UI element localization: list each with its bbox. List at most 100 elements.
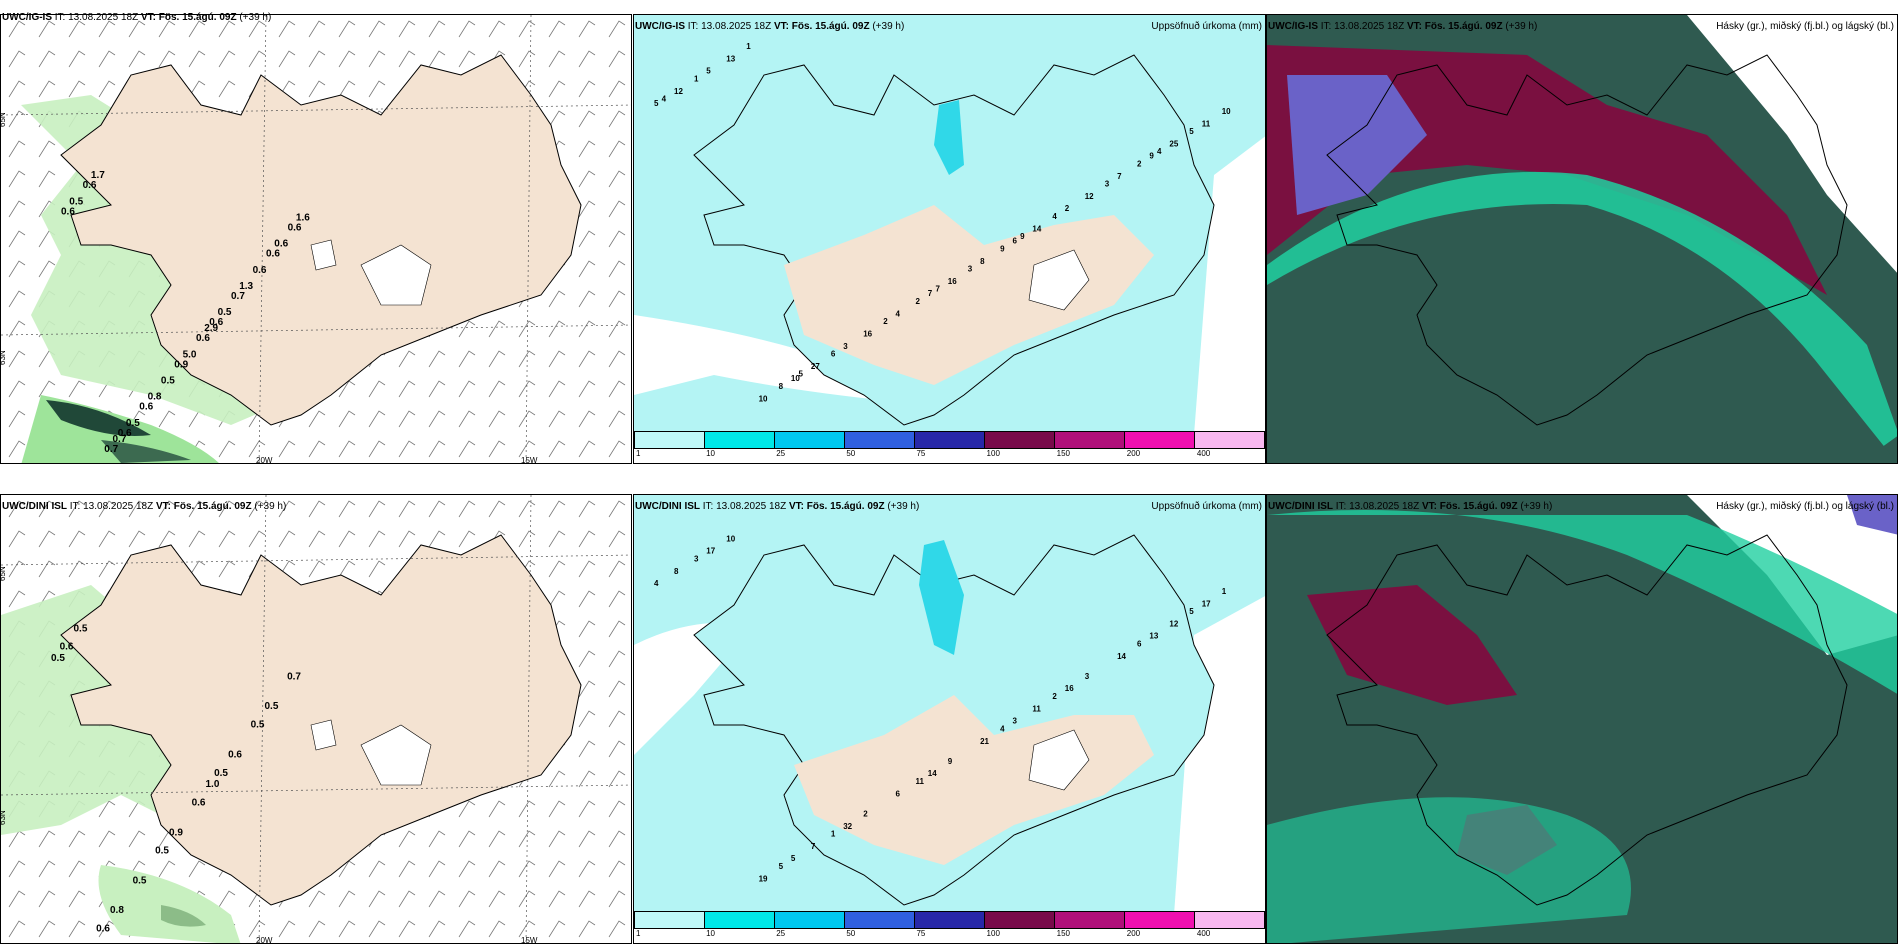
map-value-label: 12 xyxy=(674,87,683,96)
map-value-label: 0.6 xyxy=(96,924,110,935)
model-name: UWC/DINI ISL xyxy=(2,501,67,512)
valid-time: VT: Fös. 15.ágú. 09Z xyxy=(1421,501,1518,512)
glacier xyxy=(1028,729,1090,791)
map-value-label: 11 xyxy=(1202,119,1211,128)
colorbar-segment xyxy=(705,912,775,928)
wind-panel-title-top: UWC/IG-IS IT: 13.08.2025 18Z VT: Fös. 15… xyxy=(2,12,271,24)
colorbar-label: 400 xyxy=(1196,449,1211,458)
map-value-label: 0.5 xyxy=(126,418,140,429)
map-value-label: 5 xyxy=(1189,127,1194,136)
colorbar-segment xyxy=(1125,912,1195,928)
lat-label: 63N xyxy=(1,350,7,365)
lat-label: 65N xyxy=(1,566,7,581)
map-value-label: 7 xyxy=(1117,172,1122,181)
glacier-vatnajokull xyxy=(360,244,432,306)
map-value-label: 14 xyxy=(1117,652,1126,661)
lon-label: 20W xyxy=(256,936,273,944)
colorbar-label: 1 xyxy=(636,449,641,458)
map-value-label: 17 xyxy=(706,547,715,556)
map-value-label: 2 xyxy=(1065,204,1070,213)
cloud-field-title-top: Hásky (gr.), miðský (fj.bl.) og lágský (… xyxy=(1716,21,1894,32)
map-value-label: 0.6 xyxy=(139,402,153,413)
colorbar-segment xyxy=(845,432,915,448)
iceland-landmass xyxy=(60,54,582,426)
map-value-label: 4 xyxy=(896,309,901,318)
map-value-label: 10 xyxy=(759,394,768,403)
colorbar-label: 100 xyxy=(986,929,1000,938)
graticule xyxy=(1,495,631,943)
map-value-label: 2.9 xyxy=(204,323,218,334)
lead-time: (+39 h) xyxy=(254,501,287,512)
colorbar-segment xyxy=(1125,432,1195,448)
cloud-map-panel-top xyxy=(1266,14,1898,464)
map-value-label: 1 xyxy=(1222,587,1227,596)
glacier xyxy=(1028,249,1090,311)
map-value-label: 0.5 xyxy=(214,768,228,779)
colorbar-label: 10 xyxy=(706,449,716,458)
init-time: IT: 13.08.2025 18Z xyxy=(687,21,772,32)
map-value-label: 0.6 xyxy=(196,333,210,344)
map-value-label: 1 xyxy=(694,74,699,83)
map-value-label: 0.7 xyxy=(113,434,127,445)
valid-time: VT: Fös. 15.ágú. 09Z xyxy=(140,12,237,23)
map-value-label: 8 xyxy=(779,382,784,391)
precip-panel-title-bottom: UWC/DINI ISL IT: 13.08.2025 18Z VT: Fös.… xyxy=(635,501,919,513)
lead-time: (+39 h) xyxy=(1505,21,1538,32)
high-cloud-area xyxy=(1307,585,1517,705)
map-value-label: 2 xyxy=(1137,159,1142,168)
map-value-label: 14 xyxy=(1032,224,1041,233)
precip-field-title-bottom: Uppsöfnuð úrkoma (mm) xyxy=(1151,501,1262,512)
colorbar-label: 200 xyxy=(1126,929,1141,938)
clear-area xyxy=(1267,15,1897,273)
wind-map-panel-top: 0.6 0.6 0.6 0.6 0.9 0.6 0.7 0.6 0.6 0.6 0.7 0.6 0.5 0… xyxy=(0,14,632,464)
glacier-langjokull xyxy=(310,239,337,271)
graticule xyxy=(1,15,631,463)
map-value-label: 1 xyxy=(746,42,751,51)
map-value-label: 8 xyxy=(674,567,679,576)
map-value-label: 0.6 xyxy=(288,223,302,234)
map-value-label: 7 xyxy=(928,289,933,298)
cloud-panel-title-bottom: UWC/DINI ISL IT: 13.08.2025 18Z VT: Fös.… xyxy=(1268,501,1552,513)
init-time: IT: 13.08.2025 18Z xyxy=(1320,21,1405,32)
colorbar-label: 10 xyxy=(706,929,716,938)
map-value-label: 0.8 xyxy=(110,905,124,916)
map-value-label: 0.6 xyxy=(118,428,132,439)
map-value-label: 16 xyxy=(863,329,872,338)
precip-max-area xyxy=(934,100,964,175)
map-value-label: 11 xyxy=(916,777,925,786)
wind-panel-title-bottom: UWC/DINI ISL IT: 13.08.2025 18Z VT: Fös.… xyxy=(2,501,286,513)
wind-map-panel-bottom: 0.5 1.0 0.8 0.5 0.9 0.5 0.6 0.5 0.7 0.6 0.6 0.5 0.5 0… xyxy=(0,494,632,944)
map-value-label: 1.3 xyxy=(239,281,253,292)
map-value-label: 6 xyxy=(896,789,901,798)
colorbar-label: 50 xyxy=(846,929,856,938)
map-value-label: 12 xyxy=(1169,619,1178,628)
model-name: UWC/IG-IS xyxy=(2,12,52,23)
map-value-label: 10 xyxy=(726,534,735,543)
colorbar-label: 25 xyxy=(776,929,786,938)
map-value-label: 7 xyxy=(811,842,816,851)
map-value-label: 17 xyxy=(1202,599,1211,608)
map-value-label: 9 xyxy=(1000,244,1005,253)
lat-label: 63N xyxy=(1,810,7,825)
mid-cloud-area xyxy=(1847,495,1897,535)
map-value-label: 16 xyxy=(948,277,957,286)
colorbar-segment xyxy=(985,912,1055,928)
colorbar-segment xyxy=(775,912,845,928)
map-value-label: 0.6 xyxy=(61,206,75,217)
map-value-label: 1.0 xyxy=(206,779,220,790)
colorbar-label: 100 xyxy=(986,449,1000,458)
map-value-label: 0.5 xyxy=(69,196,83,207)
colorbar-segment xyxy=(915,912,985,928)
cloud-edge-band xyxy=(1267,510,1897,694)
cloud-field-title-bottom: Hásky (gr.), miðský (fj.bl.) og lágský (… xyxy=(1716,501,1894,512)
map-value-label: 5 xyxy=(791,854,796,863)
map-value-label: 5 xyxy=(799,370,804,379)
wind-map-top: 0.60.60.60.60.90.60.70.60.60.60.70.60.50… xyxy=(1,15,631,463)
map-value-label: 13 xyxy=(1149,632,1158,641)
glacier-langjokull xyxy=(310,719,337,751)
map-value-label: 0.5 xyxy=(74,623,88,634)
colorbar-label: 25 xyxy=(776,449,786,458)
valid-time: VT: Fös. 15.ágú. 09Z xyxy=(155,501,252,512)
colorbar-segment xyxy=(705,432,775,448)
map-value-label: 1.6 xyxy=(296,213,310,224)
